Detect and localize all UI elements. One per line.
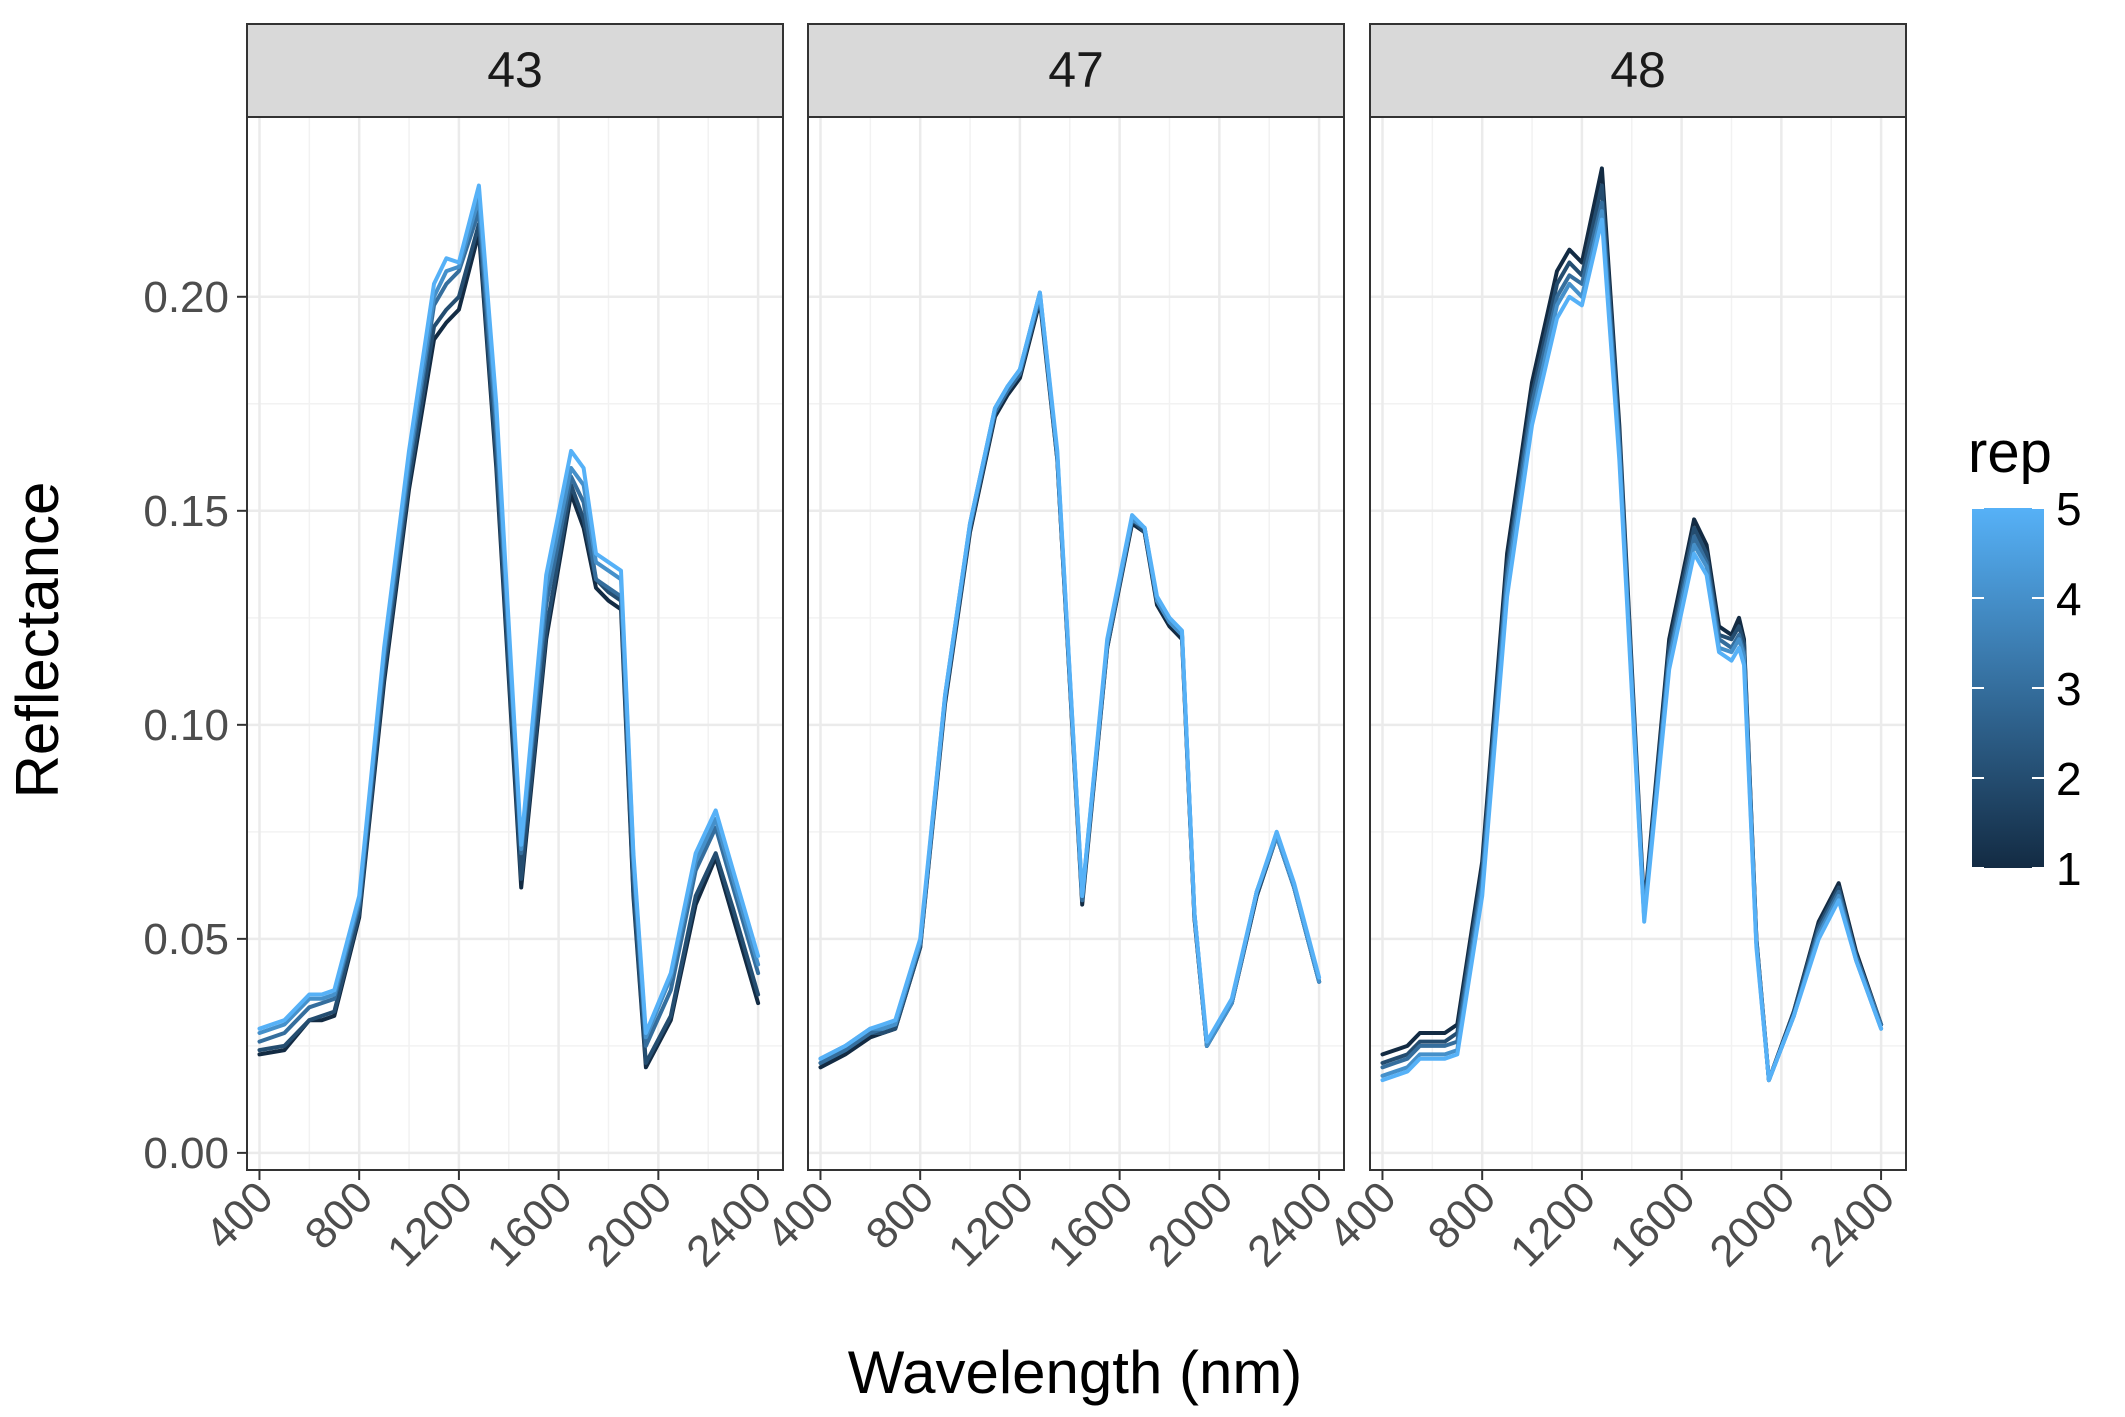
- x-axis-title: Wavelength (nm): [848, 1339, 1303, 1406]
- legend-label: 1: [2056, 843, 2082, 895]
- facet-strip-label: 48: [1610, 42, 1666, 98]
- x-tick-label: 2400: [1800, 1172, 1904, 1276]
- series-line-rep-5: [1380, 217, 1884, 1083]
- y-axis-title: Reflectance: [4, 482, 71, 799]
- facet-strip-label: 43: [487, 42, 543, 98]
- x-tick-label: 1600: [1039, 1172, 1143, 1276]
- y-tick-label: 0.00: [143, 1129, 229, 1178]
- facet-strip: [1369, 23, 1907, 118]
- x-tick-label: 1200: [378, 1172, 482, 1276]
- legend-label: 2: [2056, 753, 2082, 805]
- x-tick-label: 1600: [1601, 1172, 1705, 1276]
- x-tick-label: 800: [857, 1172, 944, 1259]
- y-tick-label: 0.20: [143, 273, 229, 322]
- panel-background: [808, 117, 1344, 1170]
- legend: rep 1 2 3 4 5: [1968, 420, 2082, 895]
- y-axis: 0.00 0.05 0.10 0.15 0.20: [143, 273, 247, 1178]
- x-tick-label: 2000: [1139, 1172, 1243, 1276]
- y-tick-label: 0.10: [143, 701, 229, 750]
- x-tick-label: 1200: [1501, 1172, 1605, 1276]
- panel-border: [807, 116, 1345, 1171]
- y-tick-label: 0.15: [143, 487, 229, 536]
- x-tick-label: 2000: [578, 1172, 682, 1276]
- x-tick-label: 400: [757, 1172, 844, 1259]
- series-line-rep-5: [818, 290, 1322, 1061]
- panel-border: [246, 116, 784, 1171]
- x-tick-label: 400: [196, 1172, 283, 1259]
- legend-title: rep: [1968, 420, 2052, 485]
- x-tick-label: 2000: [1701, 1172, 1805, 1276]
- series-line-rep-5: [257, 183, 761, 1035]
- facet-strip-label: 47: [1048, 42, 1104, 98]
- series-line-rep-2: [257, 222, 761, 1065]
- x-tick-label: 800: [296, 1172, 383, 1259]
- facet-strip: [246, 23, 784, 118]
- y-tick-label: 0.05: [143, 915, 229, 964]
- panel-background: [1370, 117, 1906, 1170]
- x-tick-label: 400: [1319, 1172, 1406, 1259]
- panel-border: [1369, 116, 1907, 1171]
- legend-label: 5: [2056, 483, 2082, 535]
- legend-label: 4: [2056, 573, 2082, 625]
- legend-label: 3: [2056, 663, 2082, 715]
- x-tick-label: 800: [1419, 1172, 1506, 1259]
- x-tick-label: 1200: [939, 1172, 1043, 1276]
- x-tick-label: 1600: [478, 1172, 582, 1276]
